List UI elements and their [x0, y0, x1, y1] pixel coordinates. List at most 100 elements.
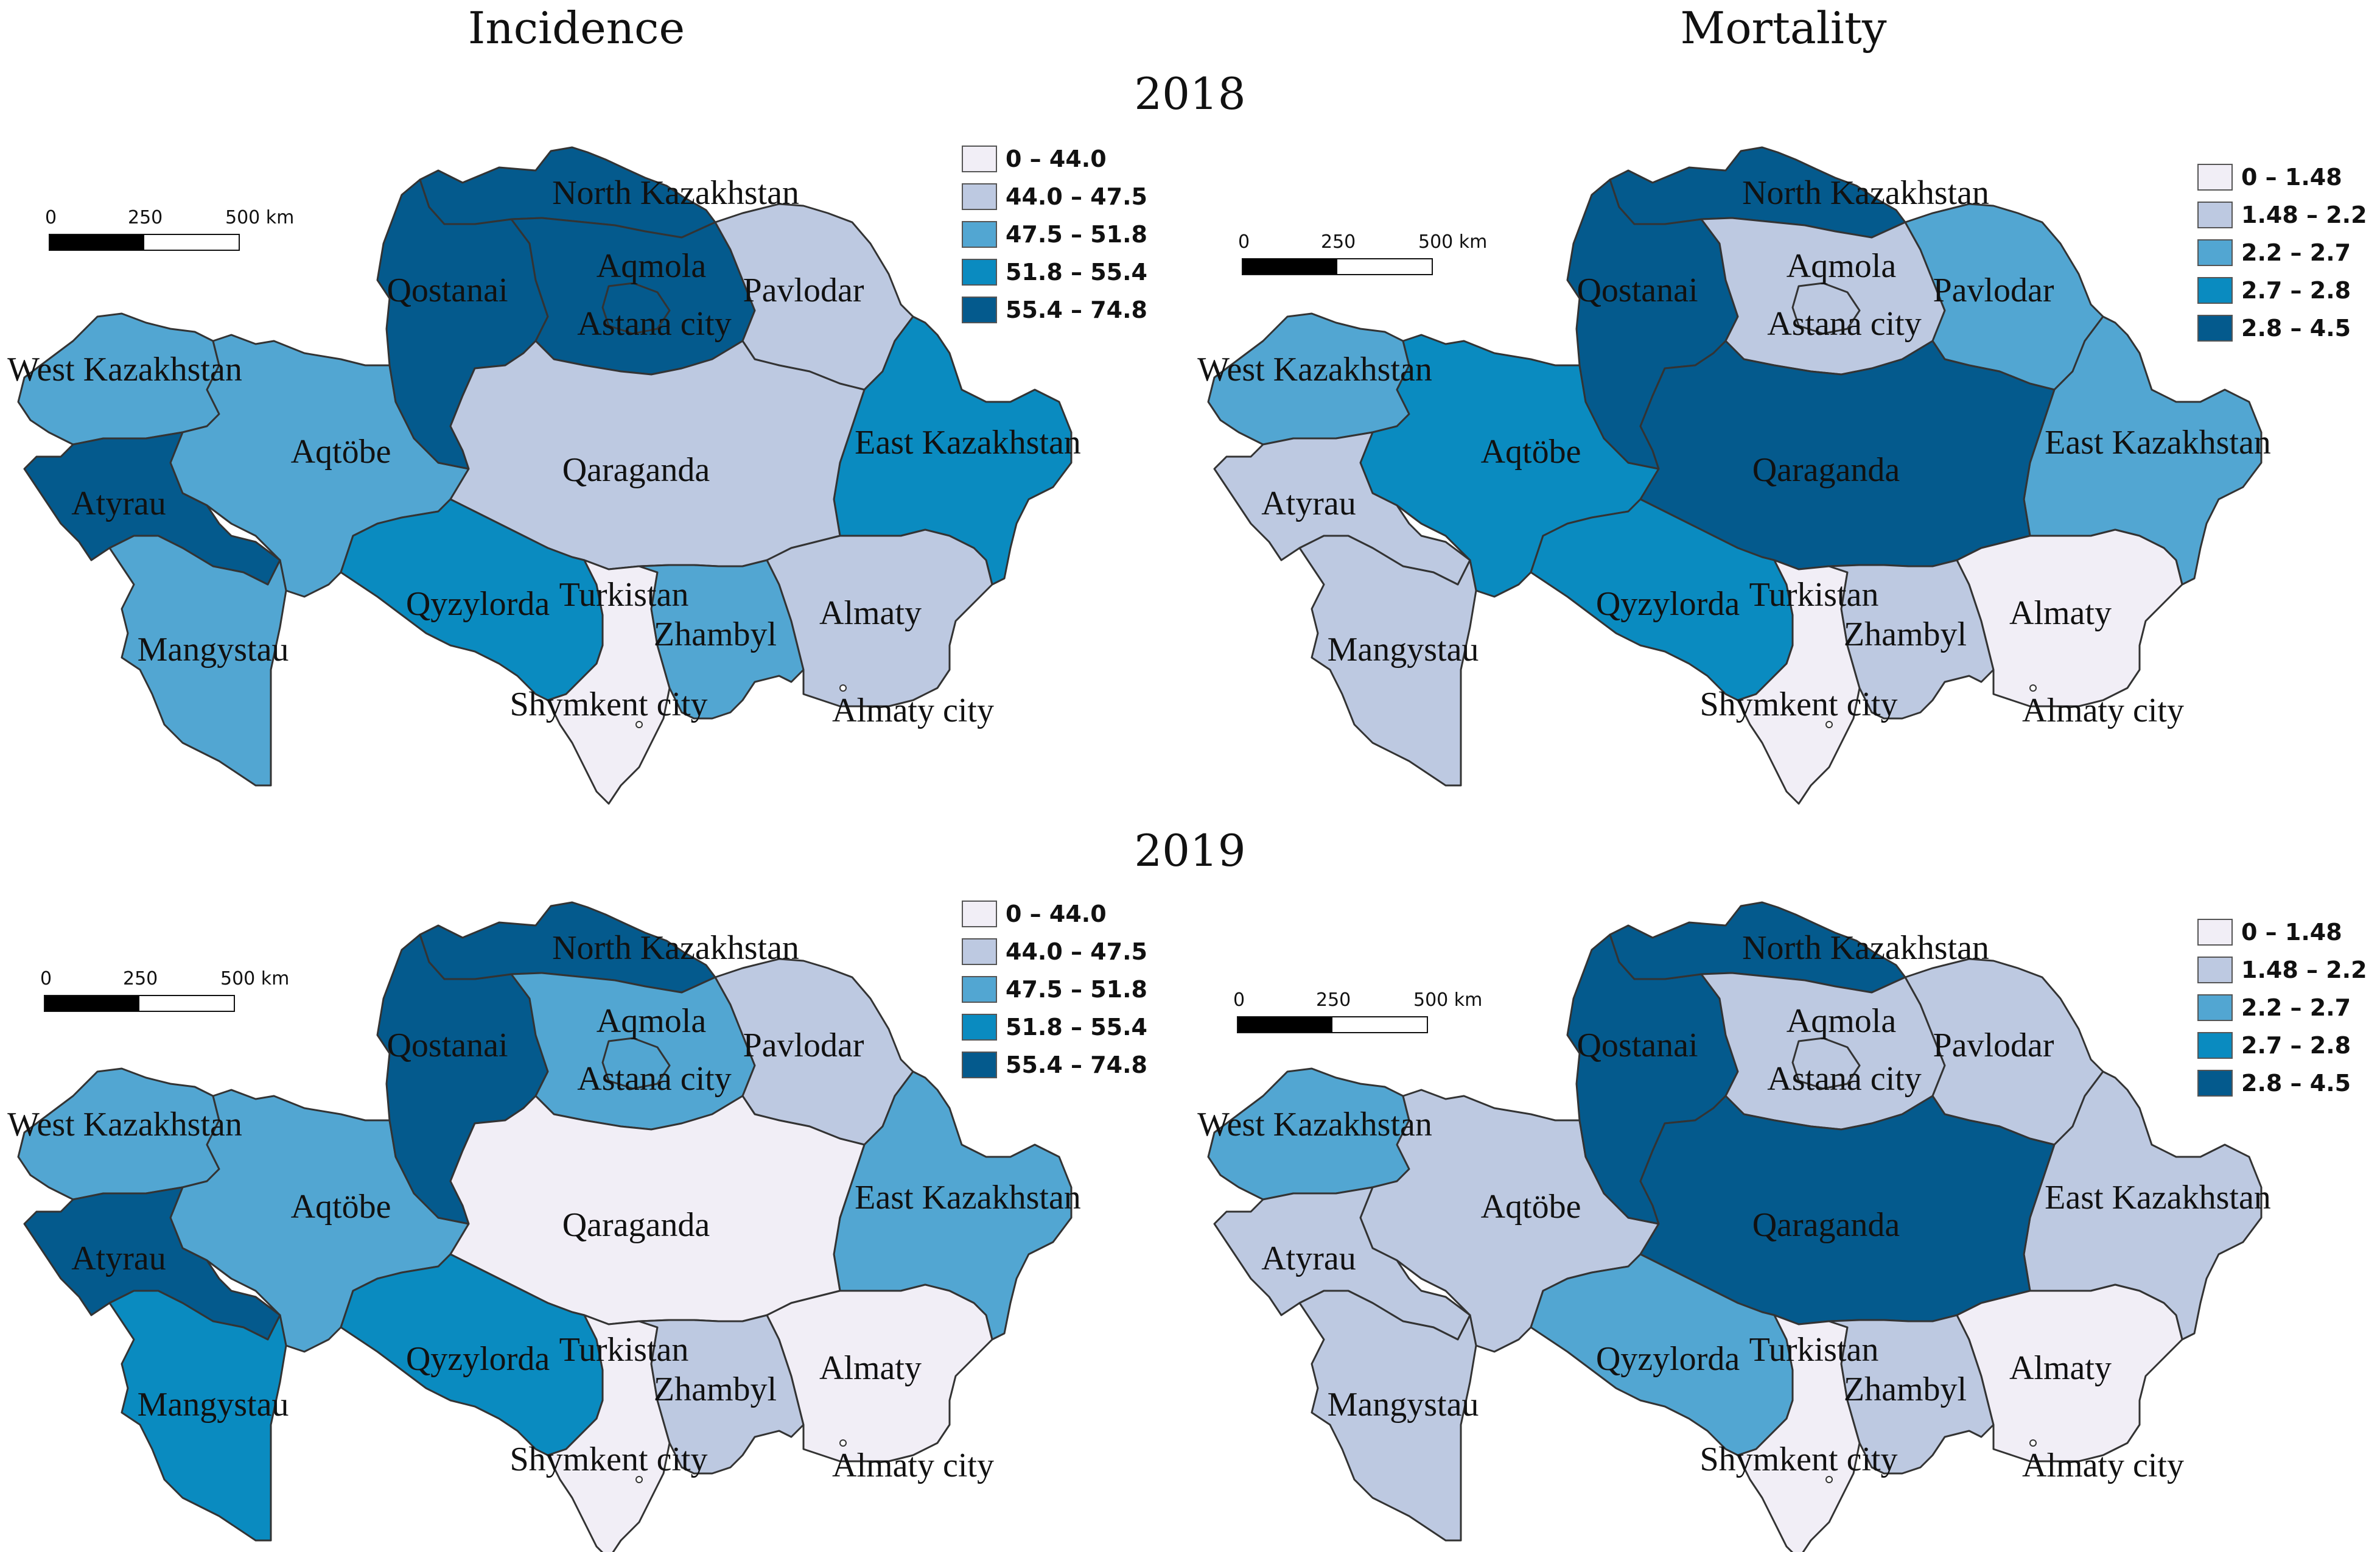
region-astana [601, 1037, 671, 1090]
scale-ticks: 0 250 500 km [1233, 989, 1482, 1016]
label-east-kaz: East Kazakhstan [2045, 1179, 2271, 1217]
label-east-kaz: East Kazakhstan [855, 1179, 1081, 1217]
label-east-kaz: East Kazakhstan [855, 424, 1081, 462]
legend-swatch [2197, 202, 2233, 228]
label-aqtobe: Aqtöbe [291, 1188, 391, 1226]
label-aqtobe: Aqtöbe [1481, 433, 1581, 471]
label-atyrau: Atyrau [71, 1240, 166, 1277]
region-almaty [766, 528, 993, 708]
legend-mortality-2019: 0 – 1.48 1.48 – 2.2 2.2 – 2.7 2.7 – 2.8 2.8 … [2197, 913, 2367, 1102]
legend-label: 0 – 1.48 [2241, 919, 2342, 946]
legend-swatch [962, 938, 997, 965]
label-qyzylorda: Qyzylorda [406, 1340, 550, 1378]
legend-label: 55.4 – 74.8 [1006, 1052, 1147, 1078]
legend-swatch [962, 259, 997, 286]
label-almaty: Almaty [819, 594, 922, 632]
scale-bar-graphic [49, 234, 240, 251]
legend-entry: 2.2 – 2.7 [2197, 989, 2367, 1027]
almaty-city-marker [2029, 684, 2037, 692]
scale-tick-label: 250 [1321, 231, 1356, 253]
scale-tick-label: 250 [1316, 989, 1351, 1011]
label-shymkent: Shymkent city [509, 1441, 707, 1478]
scale-bar-graphic [1242, 258, 1433, 275]
label-mangystau: Mangystau [138, 1386, 289, 1424]
label-mangystau: Mangystau [1328, 631, 1479, 669]
label-turkistan: Turkistan [559, 576, 689, 614]
scale-segment-black [1238, 1017, 1332, 1032]
label-pavlodar: Pavlodar [743, 1027, 864, 1064]
legend-entry: 51.8 – 55.4 [962, 253, 1147, 291]
label-pavlodar: Pavlodar [743, 272, 864, 309]
label-qostanai: Qostanai [387, 1027, 508, 1064]
region-astana [601, 282, 671, 335]
scale-bar-mortality-2018: 0 250 500 km [1238, 231, 1487, 275]
region-zhambyl [1828, 559, 1995, 720]
legend-swatch [2197, 1032, 2233, 1059]
legend-mortality-2018: 0 – 1.48 1.48 – 2.2 2.2 – 2.7 2.7 – 2.8 2.8 … [2197, 158, 2367, 347]
label-aqmola: Aqmola [597, 1002, 707, 1040]
legend-entry: 55.4 – 74.8 [962, 291, 1147, 329]
almaty-city-marker [839, 1439, 847, 1447]
legend-swatch [2197, 315, 2233, 342]
label-qostanai: Qostanai [387, 272, 508, 309]
scale-segment-black [50, 235, 144, 250]
legend-label: 47.5 – 51.8 [1006, 221, 1147, 248]
label-qyzylorda: Qyzylorda [1596, 1340, 1740, 1378]
scale-tick-label: 0 [1233, 989, 1245, 1011]
legend-label: 44.0 – 47.5 [1006, 938, 1147, 965]
label-aqmola: Aqmola [1787, 247, 1897, 285]
region-zhambyl [1828, 1314, 1995, 1475]
label-qaraganda: Qaraganda [562, 1206, 710, 1244]
region-almaty [766, 1283, 993, 1462]
region-zhambyl [638, 559, 805, 720]
label-shymkent: Shymkent city [509, 686, 707, 723]
legend-swatch [962, 1052, 997, 1078]
legend-swatch [2197, 919, 2233, 946]
incidence-header: Incidence [467, 2, 685, 54]
legend-swatch [2197, 164, 2233, 191]
scale-tick-label: 250 [123, 968, 158, 989]
label-qaraganda: Qaraganda [1752, 451, 1900, 489]
label-almaty-city: Almaty city [2022, 1447, 2184, 1484]
legend-label: 2.2 – 2.7 [2241, 994, 2351, 1021]
label-zhambyl: Zhambyl [1844, 616, 1967, 653]
label-astana: Astana city [577, 1060, 731, 1098]
legend-entry: 0 – 1.48 [2197, 913, 2367, 951]
legend-label: 0 – 44.0 [1006, 901, 1107, 927]
shymkent-city-marker [1825, 721, 1833, 728]
legend-entry: 47.5 – 51.8 [962, 216, 1147, 253]
label-north-kaz: North Kazakhstan [552, 174, 799, 212]
scale-bar-incidence-2018: 0 250 500 km [45, 207, 294, 251]
label-zhambyl: Zhambyl [654, 616, 777, 653]
scale-tick-label: 0 [40, 968, 52, 989]
legend-swatch [2197, 239, 2233, 266]
label-turkistan: Turkistan [1749, 576, 1879, 614]
legend-swatch [962, 221, 997, 248]
legend-label: 2.2 – 2.7 [2241, 239, 2351, 266]
label-west-kaz: West Kazakhstan [1197, 1106, 1432, 1143]
legend-entry: 47.5 – 51.8 [962, 971, 1147, 1008]
region-almaty [1956, 1283, 2183, 1462]
scale-bar-mortality-2019: 0 250 500 km [1233, 989, 1482, 1033]
label-astana: Astana city [577, 305, 731, 343]
scale-bar-incidence-2019: 0 250 500 km [40, 968, 289, 1012]
legend-label: 0 – 1.48 [2241, 164, 2342, 191]
scale-tick-label: 500 km [1413, 989, 1483, 1011]
legend-label: 2.8 – 4.5 [2241, 315, 2351, 342]
legend-incidence-2018: 0 – 44.0 44.0 – 47.5 47.5 – 51.8 51.8 – 55.… [962, 140, 1147, 329]
scale-segment-white [1337, 259, 1432, 274]
region-astana [1791, 282, 1861, 335]
label-almaty-city: Almaty city [2022, 692, 2184, 729]
scale-segment-white [1332, 1017, 1427, 1032]
legend-entry: 2.7 – 2.8 [2197, 272, 2367, 309]
label-almaty: Almaty [819, 1349, 922, 1387]
label-atyrau: Atyrau [1261, 1240, 1356, 1277]
scale-tick-label: 0 [45, 207, 57, 228]
label-mangystau: Mangystau [1328, 1386, 1479, 1424]
mortality-header: Mortality [1680, 2, 1887, 54]
region-almaty [1956, 528, 2183, 708]
legend-swatch [2197, 277, 2233, 304]
label-aqmola: Aqmola [1787, 1002, 1897, 1040]
label-west-kaz: West Kazakhstan [1197, 351, 1432, 388]
label-shymkent: Shymkent city [1699, 1441, 1897, 1478]
